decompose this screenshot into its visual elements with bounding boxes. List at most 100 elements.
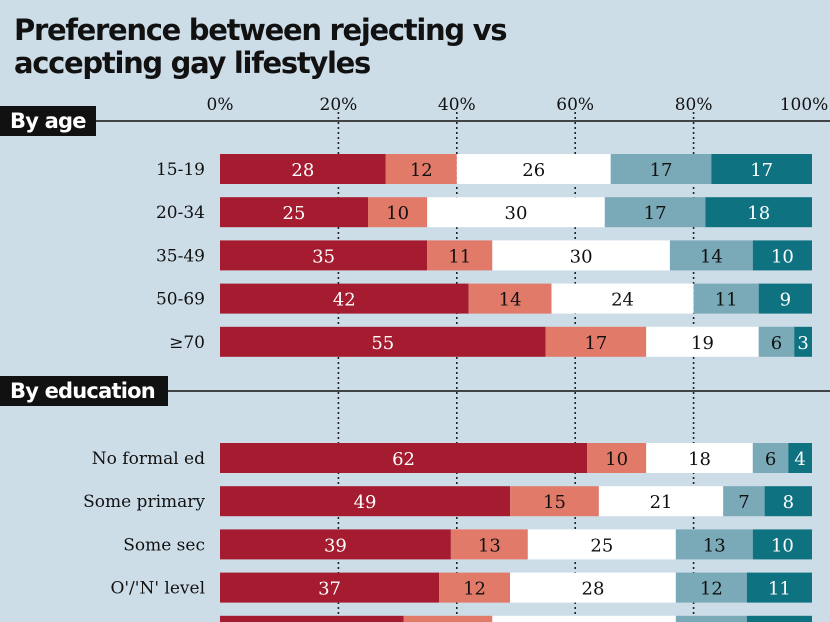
category-label: 35-49 [156, 246, 205, 266]
x-tick-label: 100% [780, 95, 829, 115]
bar-segment [752, 443, 789, 473]
bar-segment [646, 443, 753, 473]
data-label: 25 [283, 203, 306, 224]
bar-segment [368, 197, 428, 228]
bar-segment [527, 529, 676, 560]
x-tick-label: 60% [556, 95, 594, 115]
category-label: No formal ed [92, 449, 205, 469]
bar-segment [675, 615, 747, 622]
data-label: 9 [780, 290, 791, 311]
bar-segment [220, 197, 368, 228]
data-label: 42 [333, 290, 356, 311]
x-tick-label: 20% [320, 95, 358, 115]
bar-segment [610, 154, 712, 184]
section-label: By age [10, 109, 86, 133]
bar-segment [220, 486, 511, 517]
bar-segment [788, 443, 812, 473]
data-label: 25 [590, 535, 613, 556]
bar-segment [675, 572, 747, 603]
bar-segment [545, 326, 647, 357]
bar-segment [693, 283, 759, 314]
bar-segment [752, 529, 812, 560]
bar-segment [450, 529, 528, 560]
data-label: 55 [371, 333, 394, 354]
data-label: 30 [570, 246, 593, 267]
bar-segment [764, 486, 812, 517]
bar-segment [220, 154, 386, 184]
bar-segment [220, 240, 428, 271]
bar-segment [510, 486, 599, 517]
bar-segment [220, 572, 440, 603]
data-label: 11 [448, 246, 471, 267]
bar-segment [604, 197, 706, 228]
data-label: 13 [478, 535, 501, 556]
data-label: 37 [318, 579, 341, 600]
data-label: 10 [605, 449, 628, 470]
data-label: 8 [783, 492, 794, 513]
data-label: 28 [291, 160, 314, 181]
bar-segment [220, 615, 404, 622]
data-label: 49 [354, 492, 377, 513]
bar-segment [468, 283, 552, 314]
data-label: 11 [768, 579, 791, 600]
bar-segment [220, 283, 469, 314]
bar-segment [427, 197, 605, 228]
data-label: 17 [644, 203, 667, 224]
data-label: 14 [700, 246, 723, 267]
data-label: 4 [794, 449, 805, 470]
bar-segment [598, 486, 724, 517]
bar-segment [758, 326, 795, 357]
bar-segment [723, 486, 765, 517]
data-label: 17 [584, 333, 607, 354]
section-label-box [0, 376, 168, 406]
category-label: Some primary [83, 492, 205, 512]
bar-segment [439, 572, 511, 603]
category-label: ≥70 [169, 333, 205, 353]
bar-segment [646, 326, 759, 357]
data-label: 19 [691, 333, 714, 354]
bar-segment [551, 283, 694, 314]
data-label: 14 [499, 290, 522, 311]
section-label: By education [10, 379, 155, 403]
data-label: 11 [715, 290, 738, 311]
data-label: 39 [324, 535, 347, 556]
data-label: 21 [650, 492, 673, 513]
data-label: 24 [611, 290, 634, 311]
data-label: 12 [463, 579, 486, 600]
data-label: 10 [771, 246, 794, 267]
data-label: 28 [582, 579, 605, 600]
bar-segment [669, 240, 753, 271]
data-label: 17 [750, 160, 773, 181]
bar-segment [427, 240, 493, 271]
data-label: 18 [688, 449, 711, 470]
data-label: 62 [392, 449, 415, 470]
bar-segment [746, 572, 812, 603]
data-label: 6 [771, 333, 782, 354]
bar-segment [746, 615, 812, 622]
data-label: 6 [765, 449, 776, 470]
data-label: 18 [747, 203, 770, 224]
category-label: Some sec [123, 535, 205, 555]
bar-segment [705, 197, 812, 228]
bar-segment [492, 615, 676, 622]
data-label: 12 [410, 160, 433, 181]
bar-segment [220, 443, 588, 473]
data-label: 30 [505, 203, 528, 224]
data-label: 7 [738, 492, 749, 513]
x-tick-label: 0% [207, 95, 234, 115]
data-label: 17 [650, 160, 673, 181]
bar-segment [385, 154, 457, 184]
bar-segment [492, 240, 670, 271]
bar-segment [456, 154, 611, 184]
category-label: 50-69 [156, 290, 205, 310]
bar-segment [794, 326, 812, 357]
data-label: 13 [703, 535, 726, 556]
bar-segment [220, 326, 546, 357]
x-tick-label: 80% [675, 95, 713, 115]
bar-segment [758, 283, 812, 314]
data-label: 3 [797, 333, 808, 354]
bar-segment [752, 240, 812, 271]
data-label: 35 [312, 246, 335, 267]
data-label: 10 [386, 203, 409, 224]
